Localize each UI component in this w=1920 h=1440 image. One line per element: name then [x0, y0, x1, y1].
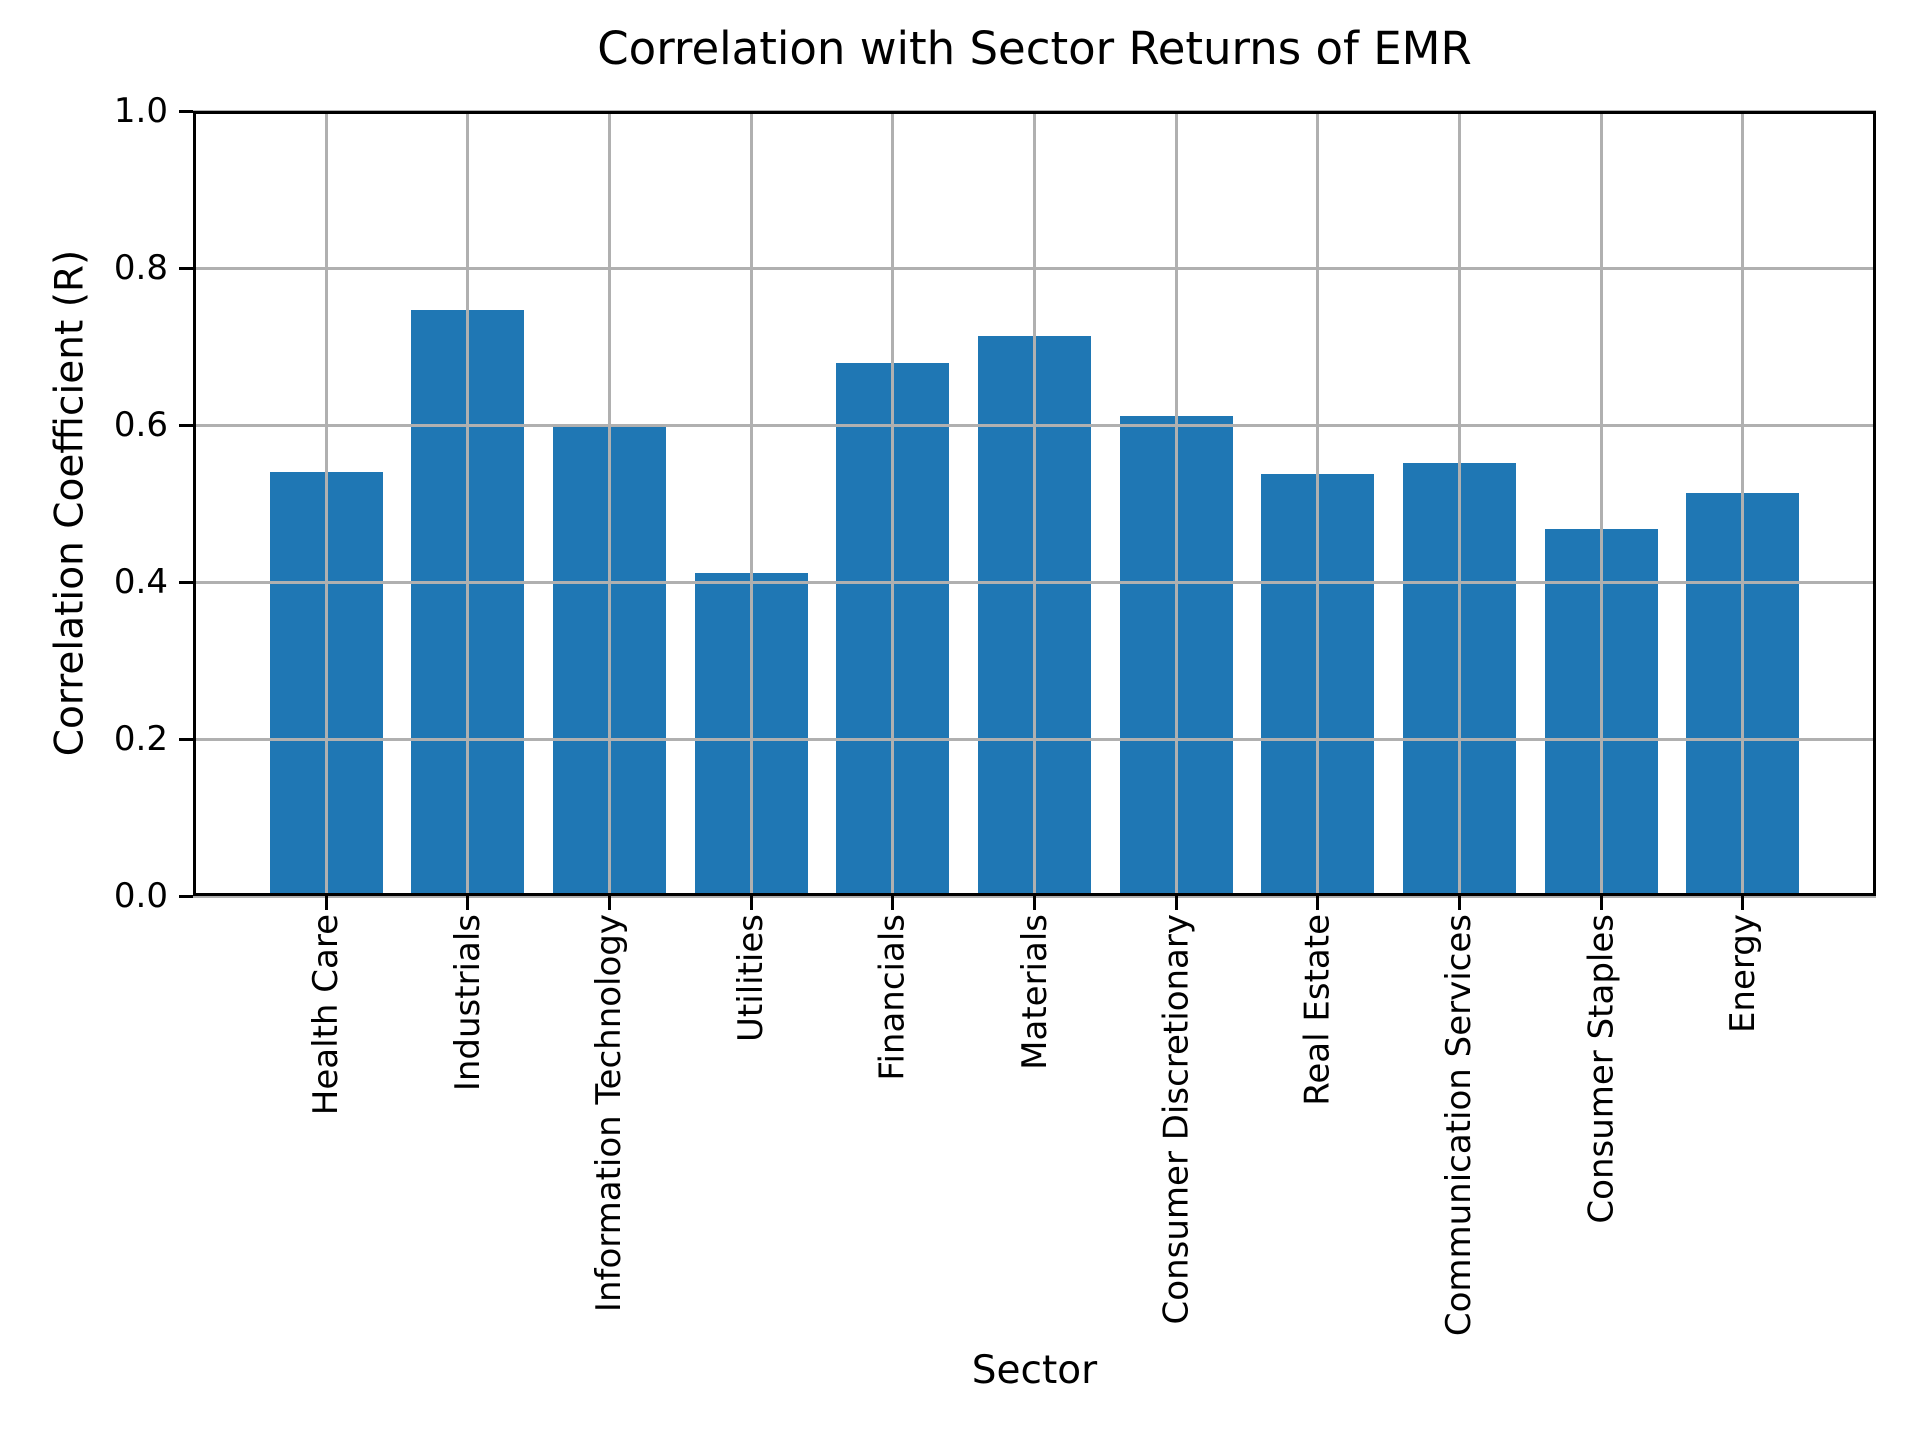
x-tick-label-consumer-staples: Consumer Staples — [1581, 914, 1622, 1224]
v-gridline — [1316, 111, 1320, 896]
chart-title: Correlation with Sector Returns of EMR — [597, 22, 1472, 75]
v-gridline — [1033, 111, 1036, 896]
x-tick-label-information-technology: Information Technology — [589, 914, 630, 1313]
v-gridline — [749, 111, 753, 896]
x-tick — [891, 896, 895, 910]
x-tick-label-utilities: Utilities — [731, 914, 772, 1042]
y-axis-label: Correlation Coefficient (R) — [47, 249, 93, 757]
x-tick-label-consumer-discretionary: Consumer Discretionary — [1156, 914, 1197, 1325]
y-tick — [179, 266, 193, 270]
y-tick — [179, 423, 193, 427]
x-tick — [1458, 896, 1461, 910]
x-tick-label-real-estate: Real Estate — [1297, 914, 1338, 1106]
x-tick-label-health-care: Health Care — [306, 914, 347, 1116]
x-tick — [1599, 896, 1603, 910]
x-tick — [608, 896, 611, 910]
v-gridline — [324, 111, 328, 896]
y-tick-label: 0.0 — [113, 876, 168, 916]
y-tick-label: 0.2 — [113, 719, 168, 759]
v-gridline — [1458, 111, 1461, 896]
v-gridline — [608, 111, 611, 896]
x-tick-label-energy: Energy — [1722, 914, 1763, 1034]
x-tick-label-materials: Materials — [1014, 914, 1055, 1070]
v-gridline — [891, 111, 895, 896]
y-tick-label: 0.4 — [113, 562, 168, 602]
v-gridline — [1174, 111, 1178, 896]
x-tick — [1316, 896, 1320, 910]
y-tick-label: 0.6 — [113, 405, 168, 445]
y-tick-label: 0.8 — [113, 248, 168, 288]
y-tick-label: 1.0 — [113, 91, 168, 131]
y-tick — [179, 580, 193, 584]
x-tick — [1033, 896, 1036, 910]
y-tick — [179, 109, 193, 113]
x-tick — [1741, 896, 1745, 910]
v-gridline — [1741, 111, 1745, 896]
x-tick — [466, 896, 470, 910]
x-tick — [1174, 896, 1178, 910]
x-tick-label-communication-services: Communication Services — [1439, 914, 1480, 1337]
v-gridline — [1599, 111, 1603, 896]
x-axis-label: Sector — [971, 1348, 1098, 1393]
y-tick — [179, 737, 193, 741]
x-tick-label-industrials: Industrials — [447, 914, 488, 1092]
x-tick — [749, 896, 753, 910]
x-tick-label-financials: Financials — [872, 914, 913, 1081]
v-gridline — [466, 111, 470, 896]
x-tick — [324, 896, 328, 910]
y-tick — [179, 894, 193, 898]
